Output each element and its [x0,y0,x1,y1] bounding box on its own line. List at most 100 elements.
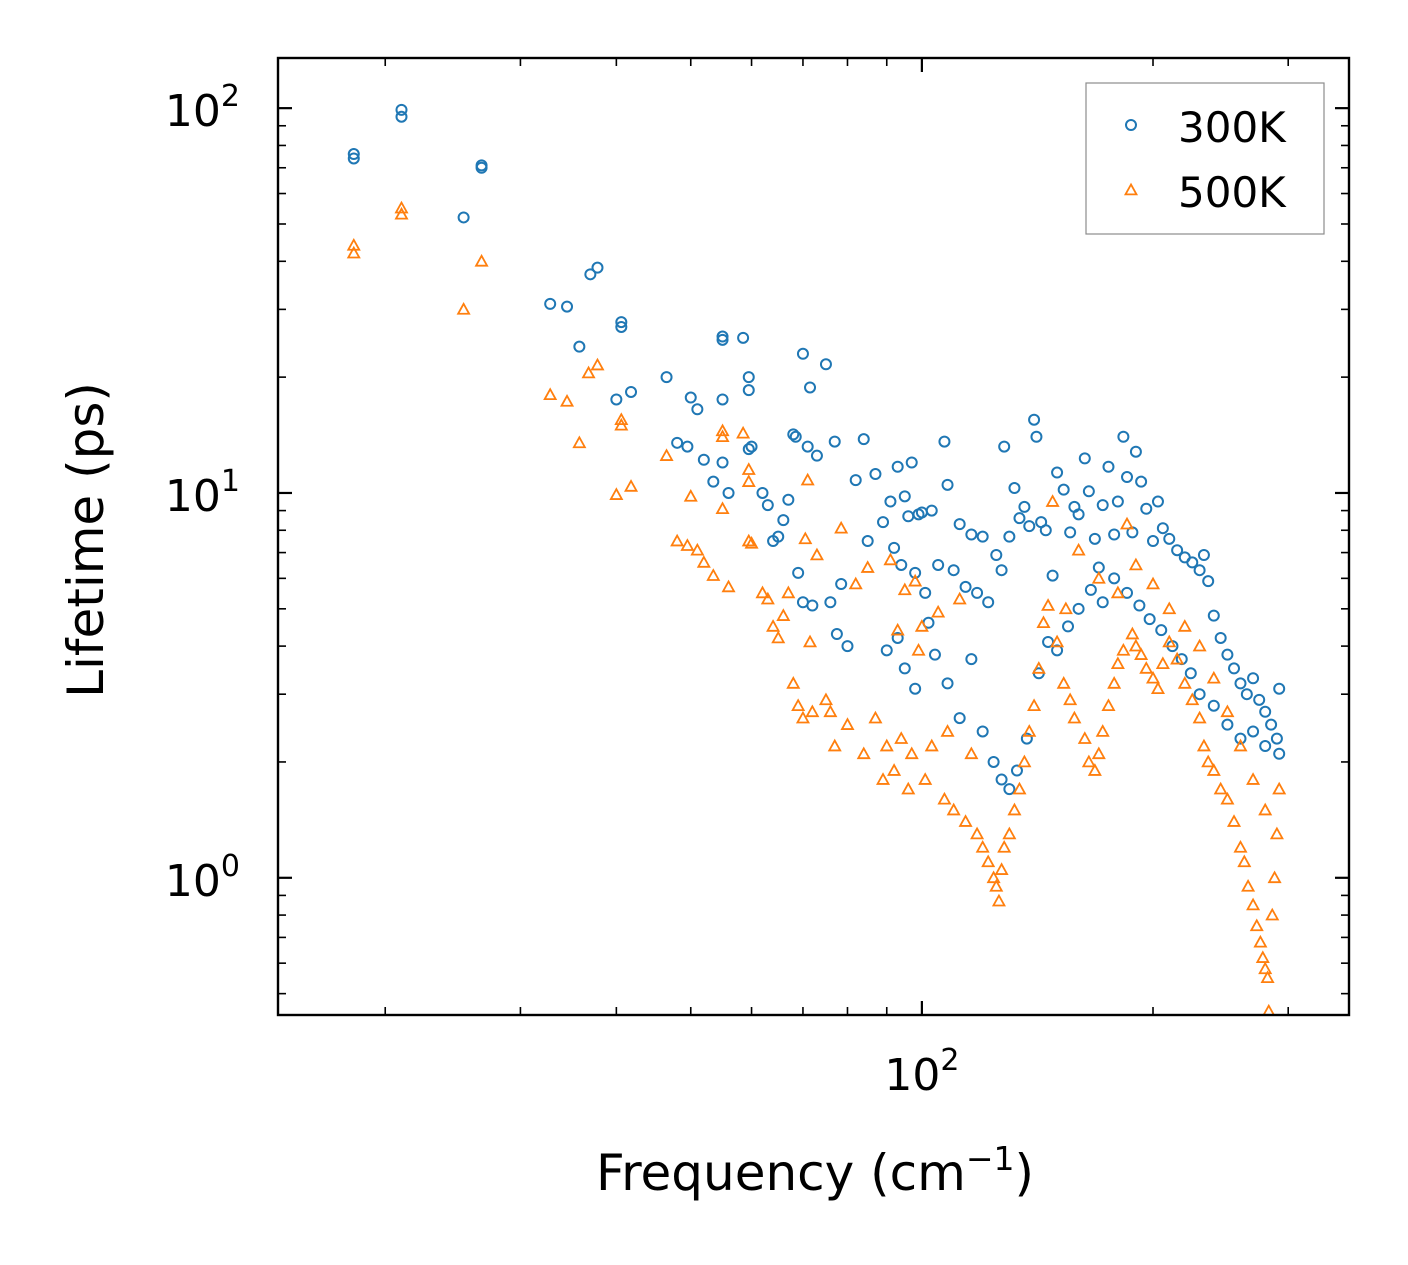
point-300K [947,564,960,577]
point-500K [1262,1003,1275,1015]
point-300K [1117,430,1130,443]
point-500K [1220,704,1235,718]
point-500K [1258,802,1273,816]
point-300K [941,478,954,491]
point-500K [1110,656,1125,670]
tick-labels: 102 100 101 102 [165,79,960,1101]
point-300K [1193,688,1206,701]
point-500K [1155,656,1170,670]
point-300K [1046,569,1059,582]
point-300K [959,580,972,593]
point-500K [1022,724,1037,737]
point-500K [760,591,775,605]
point-500K [827,738,842,752]
point-300K [861,535,874,548]
point-500K [706,568,721,581]
point-500K [952,591,967,605]
point-300K [1221,718,1234,731]
point-500K [1192,638,1207,652]
point-500K [741,533,756,547]
point-500K [1272,781,1287,795]
point-300K [1259,740,1272,753]
point-300K [941,677,954,690]
point-500K [1107,676,1122,689]
point-300K [801,440,814,453]
point-500K [1095,724,1110,737]
point-500K [624,479,639,492]
point-500K [924,738,939,752]
point-300K [1240,688,1253,701]
point-500K [1101,698,1116,712]
point-500K [1213,781,1228,795]
point-500K [911,642,926,656]
point-500K [560,394,575,407]
point-300K [1018,500,1031,513]
data-points-layer [346,103,1287,1015]
point-500K [1002,826,1017,840]
point-300K [737,331,750,344]
point-300K [915,506,928,519]
point-500K [715,501,730,515]
point-300K [1171,544,1184,557]
point-300K [998,440,1011,453]
y-tick-label: 100 [165,849,240,907]
point-300K [898,662,911,675]
point-300K [1163,532,1176,545]
point-500K [897,582,912,596]
point-500K [1258,961,1273,975]
point-300K [932,558,945,571]
point-300K [1133,599,1146,612]
point-300K [777,514,790,527]
point-500K [1145,576,1161,590]
point-500K [766,619,781,632]
point-500K [1255,950,1270,963]
point-500K [918,772,933,785]
legend-box [1085,82,1325,235]
point-500K [802,634,818,648]
point-300K [1155,624,1168,637]
point-300K [1064,526,1077,539]
point-500K [670,533,685,547]
point-300K [895,558,908,571]
point-300K [806,599,819,612]
point-500K [771,630,786,644]
point-500K [1145,670,1161,684]
point-300K [891,631,904,644]
point-500K [394,200,409,214]
point-300K [995,773,1008,786]
point-500K [883,552,898,566]
point-500K [868,710,883,724]
point-500K [590,357,605,371]
point-500K [986,870,1001,884]
point-500K [809,547,824,561]
point-500K [940,724,955,737]
point-300K [1143,613,1156,626]
point-300K [1186,556,1199,569]
point-500K [1233,738,1248,752]
point-500K [1206,763,1221,776]
point-300K [938,435,951,448]
point-300K [1151,495,1164,508]
point-300K [1247,672,1260,685]
point-300K [697,453,710,466]
point-500K [818,692,833,706]
point-300K [584,268,597,281]
point-300K [1234,732,1247,745]
point-300K [971,586,984,599]
point-300K [716,330,729,343]
point-300K [902,510,915,523]
point-500K [856,746,871,760]
point-500K [1058,601,1073,615]
point-500K [1260,970,1275,984]
legend-marker-500K [1123,182,1139,196]
point-500K [875,772,891,785]
point-300K [928,648,941,661]
point-300K [1062,620,1075,633]
point-300K [1156,522,1169,535]
point-300K [772,530,785,543]
point-500K [1162,634,1177,648]
point-300K [1003,783,1016,796]
point-500K [1077,731,1092,744]
point-500K [683,488,698,502]
point-300K [990,548,1003,561]
